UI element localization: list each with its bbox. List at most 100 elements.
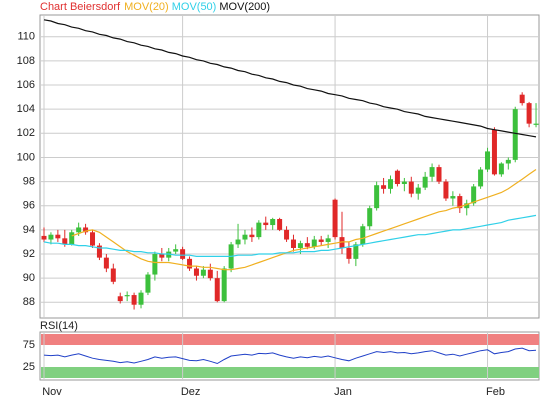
x-tick-label: Nov bbox=[42, 386, 62, 398]
moving-average-line bbox=[43, 19, 537, 138]
y-tick-label: 88 bbox=[23, 296, 35, 308]
candle-body bbox=[124, 295, 130, 297]
candle-body bbox=[450, 196, 456, 199]
y-tick-label: 92 bbox=[23, 248, 35, 260]
candle-body bbox=[138, 292, 144, 305]
candle-body bbox=[297, 243, 303, 248]
candle-body bbox=[159, 254, 165, 258]
candle-body bbox=[207, 269, 213, 279]
candle-body bbox=[367, 208, 373, 227]
candle-body bbox=[339, 237, 345, 248]
candle-body bbox=[110, 268, 116, 282]
candle-body bbox=[277, 219, 283, 230]
candle-body bbox=[173, 249, 179, 252]
candle-body bbox=[429, 167, 435, 177]
x-tick-label: Feb bbox=[486, 386, 505, 398]
candle-body bbox=[505, 159, 511, 164]
candle-body bbox=[69, 232, 75, 245]
rsi-oversold-zone bbox=[41, 367, 539, 378]
rsi-tick-label: 75 bbox=[23, 339, 35, 351]
candle-body bbox=[374, 185, 380, 209]
candle-body bbox=[131, 295, 137, 305]
candle-body bbox=[90, 232, 96, 246]
candle-body bbox=[533, 123, 539, 125]
candle-body bbox=[221, 268, 227, 302]
legend-entry: MOV(50) bbox=[172, 1, 217, 13]
candle-body bbox=[311, 239, 317, 247]
candle-body bbox=[96, 245, 102, 258]
candle-body bbox=[485, 151, 491, 170]
y-tick-label: 98 bbox=[23, 175, 35, 187]
candle-body bbox=[62, 238, 68, 245]
candle-body bbox=[270, 219, 276, 226]
candle-body bbox=[152, 254, 158, 275]
candle-body bbox=[526, 103, 532, 124]
candle-body bbox=[415, 187, 421, 194]
candle-body bbox=[498, 163, 504, 175]
candle-body bbox=[256, 222, 262, 238]
candle-body bbox=[145, 274, 151, 293]
candle-body bbox=[443, 181, 449, 199]
candle-body bbox=[388, 179, 393, 189]
candle-body bbox=[76, 227, 82, 233]
candle-body bbox=[193, 268, 199, 276]
candle-body bbox=[332, 199, 338, 238]
candle-body bbox=[318, 239, 324, 242]
candle-body bbox=[180, 249, 186, 259]
candle-body bbox=[284, 229, 290, 240]
y-tick-label: 94 bbox=[23, 224, 35, 236]
y-tick-label: 104 bbox=[17, 103, 35, 115]
candle-body bbox=[519, 94, 525, 104]
x-tick-label: Dez bbox=[181, 386, 201, 398]
rsi-overbought-zone bbox=[41, 334, 539, 345]
y-tick-label: 100 bbox=[17, 151, 35, 163]
candle-body bbox=[401, 181, 407, 185]
price-panel bbox=[39, 14, 540, 319]
candle-body bbox=[55, 234, 61, 239]
candle-body bbox=[491, 129, 497, 175]
candle-body bbox=[290, 239, 296, 248]
candle-body bbox=[457, 196, 463, 209]
y-tick-label: 102 bbox=[17, 127, 35, 139]
candle-body bbox=[394, 170, 400, 185]
candle-body bbox=[48, 234, 54, 240]
y-tick-label: 90 bbox=[23, 272, 35, 284]
candle-body bbox=[117, 296, 123, 302]
x-tick-label: Jan bbox=[334, 386, 352, 398]
candle-body bbox=[464, 203, 470, 209]
candle-body bbox=[471, 186, 477, 204]
candle-body bbox=[249, 234, 255, 238]
candle-body bbox=[103, 257, 109, 269]
candle-body bbox=[436, 167, 442, 182]
candle-body bbox=[381, 185, 387, 189]
candle-body bbox=[360, 226, 366, 245]
y-tick-label: 106 bbox=[17, 79, 35, 91]
candle-body bbox=[214, 278, 220, 302]
y-tick-label: 96 bbox=[23, 200, 35, 212]
candle-body bbox=[242, 234, 248, 240]
candle-body bbox=[325, 238, 331, 242]
candle-body bbox=[187, 258, 193, 269]
candle-body bbox=[166, 251, 172, 258]
rsi-label: RSI(14) bbox=[40, 320, 78, 332]
candle-body bbox=[263, 222, 269, 226]
rsi-line bbox=[43, 347, 537, 365]
rsi-tick-label: 25 bbox=[23, 361, 35, 373]
candle-body bbox=[346, 247, 352, 259]
legend-entry: MOV(200) bbox=[219, 1, 270, 13]
candle-body bbox=[422, 176, 428, 188]
chart-title: Chart Beiersdorf bbox=[40, 1, 121, 13]
candle-body bbox=[200, 269, 206, 276]
candle-body bbox=[478, 169, 484, 187]
candle-body bbox=[235, 239, 241, 245]
candle-body bbox=[304, 243, 310, 247]
candle-body bbox=[408, 181, 414, 194]
candle-body bbox=[353, 244, 359, 259]
moving-average-line bbox=[71, 169, 537, 271]
moving-average-line bbox=[43, 214, 537, 257]
candle-body bbox=[83, 227, 89, 233]
candle-body bbox=[512, 109, 518, 160]
y-tick-label: 110 bbox=[17, 31, 35, 43]
y-tick-label: 108 bbox=[17, 55, 35, 67]
